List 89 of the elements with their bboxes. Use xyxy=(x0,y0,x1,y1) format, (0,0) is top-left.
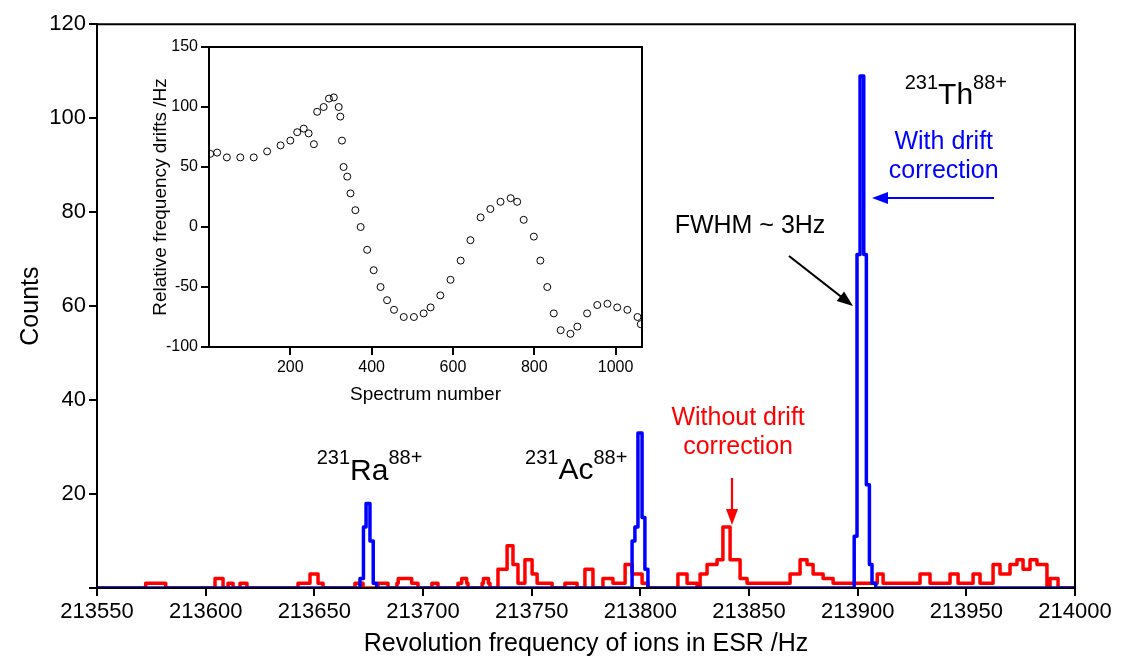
point xyxy=(324,94,333,103)
point xyxy=(304,129,313,138)
point xyxy=(249,153,258,162)
point xyxy=(603,299,612,308)
y-axis-title: Counts xyxy=(14,266,43,346)
point xyxy=(519,215,528,224)
text: Without drift correction xyxy=(671,402,805,460)
point xyxy=(356,223,365,231)
x-tick-label: 600 xyxy=(439,358,467,376)
x-tick-label: 213750 xyxy=(494,598,569,624)
point xyxy=(466,236,475,245)
y-tick-label: 100 xyxy=(49,104,86,130)
point xyxy=(299,124,308,133)
point xyxy=(436,291,445,300)
y-axis-title: Relative frequency drifts /Hz xyxy=(148,78,170,316)
x-tick-label: 213800 xyxy=(603,598,678,624)
y-tick-label: 120 xyxy=(49,10,86,36)
point xyxy=(556,326,565,335)
point xyxy=(476,213,485,222)
series-label: With drift correction xyxy=(888,125,999,183)
point xyxy=(336,112,345,121)
x-tick-label: 213950 xyxy=(929,598,1004,624)
annotation: FWHM ~ 3Hz xyxy=(674,209,826,238)
point xyxy=(363,245,372,254)
point xyxy=(329,93,338,102)
point xyxy=(573,322,582,331)
x-tick-label: 800 xyxy=(520,358,548,376)
point xyxy=(383,296,392,305)
point xyxy=(319,103,328,111)
point xyxy=(309,140,318,149)
point xyxy=(293,128,302,137)
x-axis-title: Spectrum number xyxy=(349,382,502,404)
x-tick-label: 1000 xyxy=(597,358,634,376)
point xyxy=(613,303,622,312)
point xyxy=(286,136,295,145)
point xyxy=(409,313,418,321)
point xyxy=(276,141,285,150)
point xyxy=(399,313,408,321)
y-tick-label: 150 xyxy=(171,37,199,55)
point xyxy=(376,283,385,291)
point xyxy=(339,163,348,171)
point xyxy=(334,103,343,111)
point xyxy=(213,148,222,157)
point xyxy=(506,194,515,203)
point xyxy=(389,305,398,314)
y-tick-label: -50 xyxy=(174,277,199,295)
point xyxy=(543,283,552,291)
x-tick-label: 213650 xyxy=(277,598,352,624)
point xyxy=(236,153,245,162)
point xyxy=(633,313,642,321)
x-axis-title: Revolution frequency of ions in ESR /Hz xyxy=(363,627,809,656)
y-tick-label: 60 xyxy=(61,292,86,318)
x-tick-label: 213600 xyxy=(168,598,243,624)
point xyxy=(456,256,465,265)
x-tick-label: 213550 xyxy=(60,598,134,624)
point xyxy=(351,206,360,215)
point xyxy=(549,309,558,318)
y-tick-label: 0 xyxy=(189,217,199,235)
point xyxy=(513,197,522,206)
point xyxy=(496,197,505,206)
point xyxy=(446,275,455,284)
point xyxy=(426,303,435,312)
point xyxy=(529,232,538,241)
y-tick-label: -100 xyxy=(165,337,199,355)
point xyxy=(313,107,322,116)
y-tick-label: 40 xyxy=(61,386,86,412)
point xyxy=(222,153,231,162)
x-tick-label: 214000 xyxy=(1038,598,1112,624)
y-tick-label: 80 xyxy=(61,198,86,224)
point xyxy=(419,309,428,318)
x-tick-label: 213900 xyxy=(820,598,895,624)
x-tick-label: 400 xyxy=(358,358,386,376)
point xyxy=(343,172,352,181)
point xyxy=(369,266,378,275)
y-tick-label: 50 xyxy=(180,157,199,175)
x-tick-label: 200 xyxy=(276,358,304,376)
point xyxy=(623,305,632,314)
x-tick-label: 213700 xyxy=(386,598,460,624)
y-tick-label: 20 xyxy=(61,480,86,506)
point xyxy=(583,309,592,318)
point xyxy=(337,136,346,145)
y-tick-label: 100 xyxy=(171,97,199,115)
point xyxy=(566,329,575,338)
point xyxy=(346,189,355,198)
x-tick-label: 213850 xyxy=(712,598,786,624)
point xyxy=(593,301,602,309)
point xyxy=(486,205,495,213)
point xyxy=(536,256,545,265)
point xyxy=(263,147,272,156)
